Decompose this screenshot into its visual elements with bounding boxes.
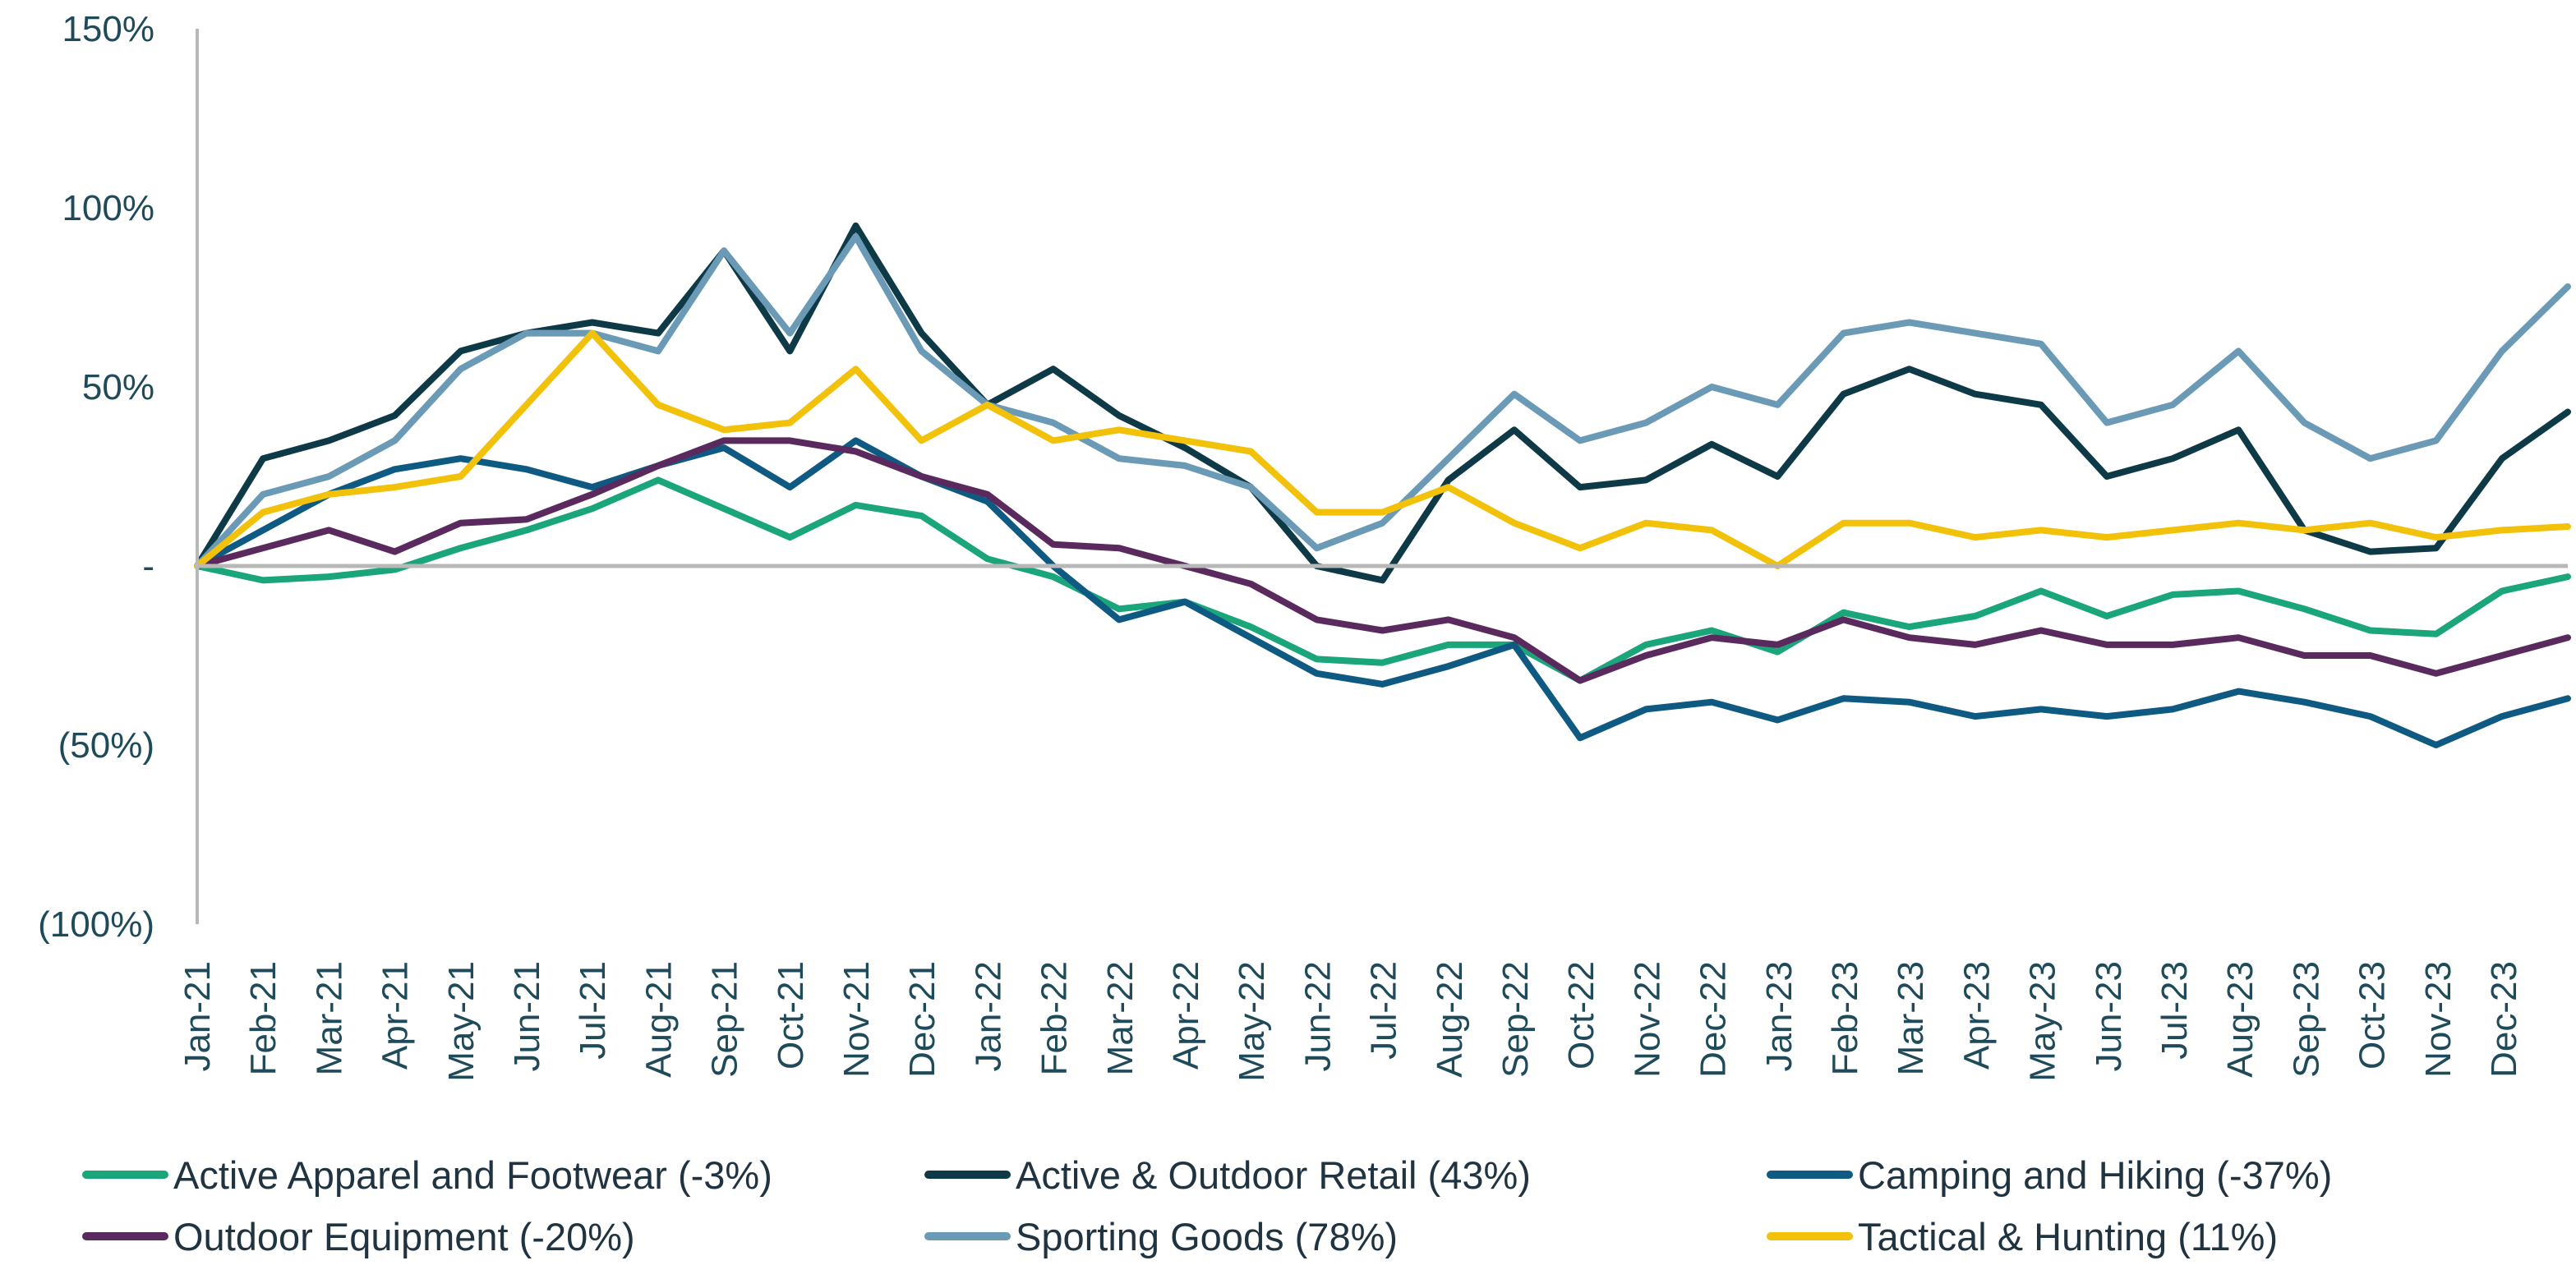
x-tick-label: Jun-22 — [1297, 961, 1338, 1072]
x-tick-label: May-22 — [1232, 961, 1272, 1082]
x-tick-label: Aug-21 — [638, 961, 679, 1078]
x-tick-label: Sep-22 — [1495, 961, 1536, 1078]
x-tick-label: Aug-22 — [1430, 961, 1470, 1078]
y-tick-label: 150% — [62, 9, 154, 49]
x-tick-label: Dec-21 — [902, 961, 942, 1078]
y-tick-label: (50%) — [58, 725, 154, 766]
series-line — [194, 437, 2571, 684]
legend-label: Sporting Goods (78%) — [1016, 1214, 1399, 1258]
x-tick-label: Jul-22 — [1364, 961, 1404, 1060]
legend-label: Active & Outdoor Retail (43%) — [1016, 1152, 1531, 1197]
legend-item-camping-hiking: Camping and Hiking (-37%) — [1767, 1146, 2332, 1203]
y-tick-label: (100%) — [38, 904, 154, 945]
x-tick-label: Mar-21 — [309, 961, 349, 1075]
x-tick-label: May-21 — [441, 961, 482, 1082]
legend-item-tactical-hunting: Tactical & Hunting (11%) — [1767, 1208, 2278, 1265]
legend-item-outdoor-equipment: Outdoor Equipment (-20%) — [82, 1208, 635, 1265]
series-line — [194, 232, 2571, 569]
legend-label: Outdoor Equipment (-20%) — [173, 1214, 635, 1258]
x-tick-label: Jan-22 — [968, 961, 1008, 1072]
legend-item-active-outdoor-retail: Active & Outdoor Retail (43%) — [924, 1146, 1531, 1203]
plot-area — [194, 222, 2571, 748]
x-tick-label: Aug-23 — [2220, 961, 2260, 1078]
x-tick-label: Nov-23 — [2418, 961, 2458, 1078]
x-tick-label: Dec-22 — [1694, 961, 1734, 1078]
x-tick-label: Mar-22 — [1100, 961, 1141, 1075]
series-line — [194, 476, 2571, 684]
x-tick-label: Apr-22 — [1166, 961, 1206, 1070]
x-axis: Jan-21 Feb-21 Mar-21 Apr-21 May-21 Jun-21 Jul-… — [177, 961, 2524, 1082]
y-axis: 150% 100% 50% - (50%) (100%) — [38, 9, 199, 945]
legend-label: Tactical & Hunting (11%) — [1858, 1214, 2279, 1258]
x-tick-label: Nov-22 — [1627, 961, 1667, 1078]
x-tick-label: May-23 — [2023, 961, 2063, 1082]
x-tick-label: Apr-23 — [1956, 961, 1997, 1070]
series-line — [194, 437, 2571, 748]
legend-swatch — [924, 1171, 1011, 1179]
y-tick-label: 100% — [62, 188, 154, 228]
legend-swatch — [82, 1171, 168, 1179]
x-tick-label: Sep-23 — [2286, 961, 2326, 1078]
legend-item-active-apparel: Active Apparel and Footwear (-3%) — [82, 1146, 772, 1203]
x-tick-label: Jun-21 — [507, 961, 547, 1072]
x-tick-label: Feb-22 — [1035, 961, 1075, 1075]
series-line — [194, 329, 2571, 569]
legend-label: Camping and Hiking (-37%) — [1858, 1152, 2333, 1197]
x-tick-label: Jan-21 — [177, 961, 218, 1072]
legend-item-sporting-goods: Sporting Goods (78%) — [924, 1208, 1398, 1265]
legend-swatch — [1767, 1232, 1853, 1240]
y-tick-label: 50% — [82, 367, 154, 407]
x-tick-label: Oct-23 — [2353, 961, 2393, 1070]
x-tick-label: Jul-23 — [2154, 961, 2195, 1060]
x-tick-label: Nov-21 — [836, 961, 877, 1078]
series-line — [194, 222, 2571, 584]
x-tick-label: Oct-22 — [1561, 961, 1601, 1070]
x-tick-label: Feb-21 — [243, 961, 283, 1075]
x-tick-label: Feb-23 — [1825, 961, 1865, 1075]
x-tick-label: Jul-21 — [573, 961, 613, 1060]
x-tick-label: Mar-23 — [1891, 961, 1931, 1075]
legend-swatch — [82, 1232, 168, 1240]
x-tick-label: Jan-23 — [1759, 961, 1800, 1072]
x-tick-label: Apr-21 — [376, 961, 416, 1070]
x-tick-label: Dec-23 — [2484, 961, 2524, 1078]
legend-label: Active Apparel and Footwear (-3%) — [173, 1152, 772, 1197]
x-tick-label: Sep-21 — [705, 961, 745, 1078]
x-tick-label: Oct-21 — [771, 961, 811, 1070]
x-tick-label: Jun-23 — [2089, 961, 2129, 1072]
legend-swatch — [1767, 1171, 1853, 1179]
legend-swatch — [924, 1232, 1011, 1240]
y-tick-label: - — [142, 546, 154, 587]
